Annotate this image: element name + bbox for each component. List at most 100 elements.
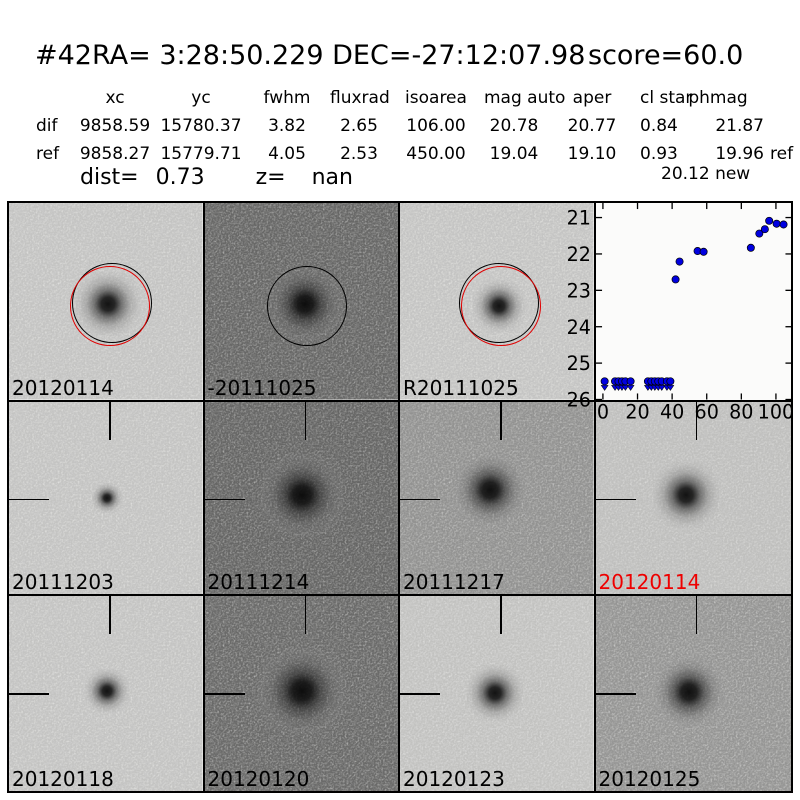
- star-blob: [453, 452, 527, 527]
- star-blob: [92, 482, 122, 513]
- table-header-row: xc yc fwhm fluxrad isoarea mag auto aper…: [0, 88, 764, 108]
- light-curve-svg: 0 20 40 60 80 100 21 22 23 24 25 26: [566, 203, 794, 424]
- value-cell: 9858.27: [79, 144, 151, 164]
- value-cell: 15779.71: [160, 144, 242, 164]
- value-cell: 106.00: [406, 116, 466, 136]
- value-cell-phmag: 21.87: [715, 116, 764, 136]
- dist-value: 0.73: [155, 165, 205, 190]
- svg-text:22: 22: [566, 243, 590, 266]
- crosshair-left-tick: [400, 693, 440, 695]
- stamp-panel-epoch-current: 20120114: [595, 401, 791, 597]
- table-row-ref: ref 9858.27 15779.71 4.05 2.53 450.00 19…: [0, 144, 800, 164]
- header-cell-xc: xc: [105, 88, 125, 108]
- crosshair-left-tick: [204, 498, 245, 501]
- stamp-panel-epoch: 20111214: [204, 401, 400, 597]
- stamp-panel-epoch: 20120123: [400, 596, 596, 791]
- stamp-date-label: 20120123: [403, 767, 505, 791]
- svg-text:26: 26: [566, 389, 590, 412]
- header-cell-fwhm: fwhm: [263, 88, 311, 108]
- aperture-circle-red: [461, 266, 541, 346]
- crosshair-top-tick: [500, 596, 502, 635]
- stamp-panel-epoch: 20111217: [400, 401, 596, 597]
- phmag-new-note: 20.12 new: [661, 164, 751, 184]
- stamp-panel-epoch: 20120125: [595, 596, 791, 791]
- stamp-date-label: 20111217: [403, 570, 505, 595]
- header-cell-mag-auto: mag auto: [484, 88, 566, 108]
- dist-label: dist=: [80, 165, 139, 190]
- svg-text:80: 80: [729, 401, 753, 424]
- stamp-panel-epoch: 20120120: [204, 596, 400, 791]
- crosshair-top-tick: [304, 596, 307, 635]
- phmag-suffix: [764, 116, 800, 136]
- header-cell-phmag: phmag: [688, 88, 748, 108]
- value-cell: 9858.59: [79, 116, 151, 136]
- svg-text:0: 0: [596, 401, 608, 424]
- header-cell-fluxrad: fluxrad: [330, 88, 390, 108]
- stamps-grid: 20120114 -20111025 R20111025 0 20 40 60 80 10…: [7, 201, 794, 793]
- stamp-date-label: 20120125: [598, 767, 701, 791]
- crosshair-top-tick: [304, 401, 307, 440]
- crosshair-top-tick: [695, 596, 698, 635]
- aperture-circle-black: [266, 266, 347, 346]
- row-label: ref: [36, 144, 60, 164]
- value-cell: 20.78: [489, 116, 539, 136]
- stamp-date-label: 20111214: [207, 570, 310, 595]
- value-cell: 20.77: [567, 116, 617, 136]
- crosshair-left-tick: [400, 498, 440, 501]
- stamp-panel-epoch: 20120118: [9, 596, 205, 791]
- stamp-date-label: 20120120: [207, 767, 310, 791]
- header-cell-isoarea: isoarea: [405, 88, 467, 108]
- value-cell: 0.84: [640, 116, 678, 136]
- stamp-date-label: 20120114: [12, 375, 114, 400]
- stamp-date-label: 20120114: [598, 570, 701, 595]
- dist-z-line: dist= 0.73 z= nan: [80, 165, 353, 190]
- z-label: z=: [255, 165, 286, 190]
- header-cell-yc: yc: [191, 88, 211, 108]
- svg-text:40: 40: [659, 401, 683, 424]
- crosshair-top-tick: [500, 401, 502, 440]
- star-blob: [257, 647, 346, 736]
- crosshair-top-tick: [109, 596, 111, 635]
- header-cell-cl-star: cl star: [640, 88, 693, 108]
- svg-text:20: 20: [625, 401, 649, 424]
- value-cell: 450.00: [406, 144, 466, 164]
- value-cell: 15780.37: [160, 116, 242, 136]
- svg-text:24: 24: [566, 316, 590, 339]
- stamp-date-label: -20111025: [207, 375, 317, 400]
- star-blob: [467, 665, 523, 722]
- stamp-date-label: R20111025: [403, 375, 519, 400]
- stamp-panel-epoch: 20111203: [9, 401, 205, 597]
- header-cell-aper: aper: [572, 88, 612, 108]
- crosshair-top-tick: [695, 401, 698, 440]
- svg-text:23: 23: [566, 279, 590, 302]
- crosshair-top-tick: [109, 401, 111, 440]
- candidate-id: #42: [35, 40, 92, 71]
- value-cell: 3.82: [268, 116, 306, 136]
- candidate-score: score=60.0: [588, 40, 744, 71]
- crosshair-left-tick: [595, 693, 636, 695]
- value-cell: 19.10: [567, 144, 617, 164]
- crosshair-left-tick: [595, 498, 636, 501]
- z-value: nan: [311, 165, 353, 190]
- star-blob: [259, 452, 344, 537]
- value-cell: 2.53: [340, 144, 378, 164]
- candidate-coords: RA= 3:28:50.229 DEC=-27:12:07.98: [92, 40, 586, 71]
- svg-text:60: 60: [694, 401, 718, 424]
- crosshair-left-tick: [9, 498, 49, 501]
- value-cell: 2.65: [340, 116, 378, 136]
- stamp-date-label: 20111203: [12, 570, 114, 595]
- value-cell: 4.05: [268, 144, 306, 164]
- star-blob: [85, 669, 129, 714]
- value-cell: 19.04: [489, 144, 539, 164]
- star-blob: [652, 656, 725, 729]
- stamp-panel-ref-negative: -20111025: [204, 203, 400, 402]
- crosshair-left-tick: [9, 693, 49, 695]
- value-cell-phmag: 19.96: [715, 144, 764, 164]
- aperture-circle-red: [70, 266, 150, 346]
- crosshair-left-tick: [204, 693, 245, 695]
- stamp-date-label: 20120118: [12, 767, 114, 791]
- phmag-suffix: ref: [770, 144, 794, 164]
- svg-text:21: 21: [566, 207, 590, 230]
- svg-text:100: 100: [757, 401, 794, 424]
